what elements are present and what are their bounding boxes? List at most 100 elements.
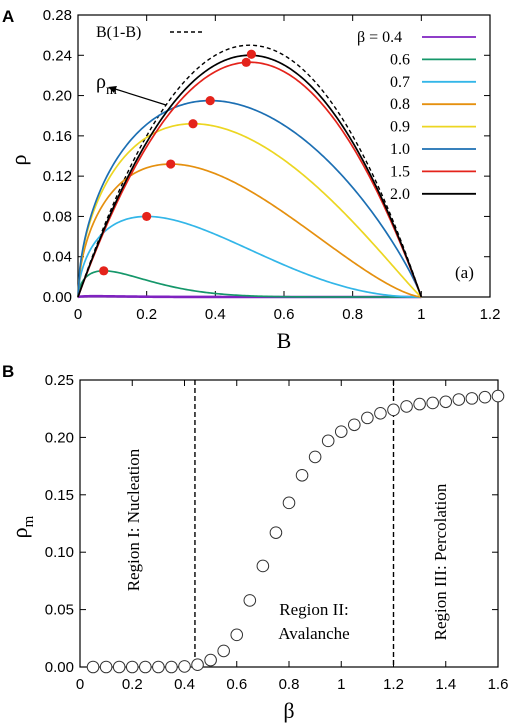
panel-b-region-labels: Region I: Nucleation Region II: Avalanche R… — [124, 448, 450, 643]
data-point — [86, 660, 100, 674]
data-point — [374, 406, 387, 420]
y-tick-label: 0.10 — [45, 544, 74, 561]
y-tick-label: 0.04 — [43, 249, 72, 266]
x-tick-label: 0.6 — [226, 676, 247, 693]
legend-label: β = 0.4 — [357, 29, 402, 46]
y-tick-label: 0.15 — [45, 487, 74, 504]
region-1-label: Region I: Nucleation — [124, 448, 143, 591]
panel-b-y-axis-label: ρm — [7, 515, 37, 538]
panel-a-curves — [77, 54, 423, 299]
panel-a-arrow-line — [111, 87, 167, 106]
y-tick-label: 0.28 — [43, 7, 72, 24]
data-point — [308, 450, 322, 464]
y-tick-label: 0.16 — [43, 128, 72, 145]
y-tick-label: 0.12 — [43, 168, 72, 185]
data-point — [452, 393, 466, 406]
legend-label: 2.0 — [390, 186, 410, 203]
x-tick-label: 0 — [76, 676, 84, 693]
x-tick-label: 1 — [337, 676, 345, 693]
data-point — [334, 425, 348, 438]
region-2-label-line1: Region II: — [279, 600, 348, 619]
panel-a-label: A — [2, 7, 14, 26]
legend-label: 0.6 — [390, 51, 410, 68]
data-point — [400, 400, 413, 413]
y-tick-label: 0.08 — [43, 208, 72, 225]
panel-a-corner-label: (a) — [455, 263, 474, 282]
data-point — [295, 468, 309, 482]
data-point — [125, 660, 139, 674]
y-tick-label: 0.20 — [45, 429, 74, 446]
x-tick-label: 0.8 — [279, 676, 300, 693]
legend-reference-label: B(1-B) — [96, 24, 141, 41]
curve-series-2 — [77, 215, 422, 298]
data-point — [491, 389, 505, 403]
data-point — [269, 526, 283, 539]
data-point — [152, 660, 165, 674]
data-point — [243, 594, 257, 607]
curve-series-1 — [77, 269, 422, 298]
panel-a-x-axis-label: B — [277, 328, 292, 353]
data-point — [282, 496, 296, 510]
data-point — [426, 396, 439, 410]
data-point — [439, 395, 453, 409]
x-tick-label: 1 — [417, 306, 425, 323]
curve-series-3 — [77, 163, 422, 298]
x-tick-label: 1.2 — [383, 676, 404, 693]
x-tick-label: 1.6 — [488, 676, 509, 693]
data-point — [348, 418, 361, 432]
arrow-label-sub: m — [106, 83, 117, 98]
x-tick-label: 0.2 — [122, 676, 143, 693]
peak-marker — [142, 211, 152, 222]
x-tick-label: 0.6 — [274, 306, 295, 323]
data-point — [465, 392, 479, 405]
x-tick-label: 1.2 — [480, 306, 501, 323]
y-label-main: ρ — [7, 527, 32, 538]
legend-label: 1.0 — [390, 141, 410, 158]
peak-marker — [246, 49, 256, 59]
y-tick-label: 0.24 — [43, 47, 72, 64]
x-tick-label: 0.4 — [174, 676, 195, 693]
legend-label: 0.8 — [390, 96, 410, 113]
y-tick-label: 0.00 — [43, 289, 72, 306]
data-point — [321, 434, 335, 448]
x-tick-label: 0.8 — [342, 306, 363, 323]
panel-a-reference-curve — [77, 44, 422, 298]
data-point — [413, 397, 426, 411]
data-point — [230, 628, 244, 642]
y-tick-label: 0.05 — [45, 602, 74, 619]
peak-marker — [241, 57, 251, 67]
panel-a-peak-markers — [99, 49, 256, 276]
y-label-sub: m — [21, 515, 37, 527]
panel-b-ticks: 0 0.2 0.4 0.6 0.8 1 1.2 1.4 1.6 0.00 0.05 0.10 0.15 0… — [45, 372, 509, 693]
data-point — [165, 660, 178, 674]
data-point — [478, 390, 492, 404]
data-point — [178, 660, 191, 673]
legend-label: 1.5 — [390, 163, 410, 180]
panel-a-y-axis-label: ρ — [6, 154, 31, 165]
panel-b: B 0 0.2 0.4 0.6 0.8 1 1.2 1.4 1.6 0.00 0.05 0.10 0.1… — [2, 362, 508, 723]
data-point — [387, 403, 400, 417]
region-2-label-line2: Avalanche — [278, 624, 349, 643]
legend-label: 0.7 — [390, 74, 410, 91]
panel-b-x-axis-label: β — [283, 698, 294, 723]
y-tick-label: 0.20 — [43, 88, 72, 105]
peak-marker — [188, 119, 198, 129]
x-tick-label: 0.4 — [205, 306, 226, 323]
curve-series-4 — [77, 122, 422, 298]
data-point — [191, 658, 204, 672]
data-point — [99, 660, 113, 674]
arrow-label-main: ρ — [96, 71, 106, 93]
peak-marker — [205, 96, 215, 106]
region-3-label: Region III: Percolation — [431, 483, 450, 640]
panel-a-legend: B(1-B) β = 0.4 0.6 0.7 0.8 0.9 1.0 1.5 2.0 — [96, 24, 476, 203]
data-point — [112, 660, 126, 674]
curve-series-5 — [77, 99, 423, 298]
curve-series-6 — [77, 61, 423, 298]
data-point — [256, 559, 270, 573]
peak-marker — [166, 159, 176, 169]
panel-a-ticks: 0 0.2 0.4 0.6 0.8 1 1.2 0.00 0.04 0.08 0.12 0.16 0.2… — [43, 7, 501, 323]
panel-b-label: B — [2, 362, 14, 381]
panel-a: A 0 0.2 0.4 0.6 0.8 1 1.20.000.040.080.120.160… — [2, 7, 500, 353]
panel-a-arrow-head — [108, 86, 117, 93]
